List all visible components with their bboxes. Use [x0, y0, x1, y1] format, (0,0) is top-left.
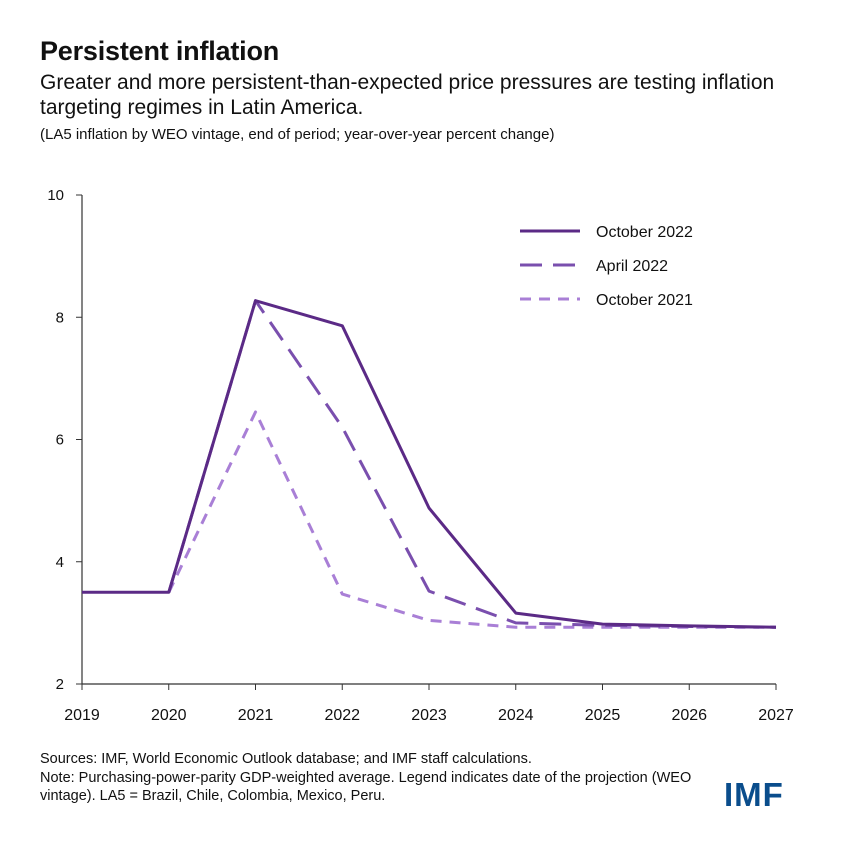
series-line-october-2022 [82, 299, 777, 629]
x-tick-label: 2020 [151, 707, 187, 724]
y-tick-label: 2 [56, 676, 64, 693]
x-tick-label: 2026 [671, 707, 707, 724]
y-tick-label: 6 [56, 432, 64, 449]
footer: Sources: IMF, World Economic Outlook dat… [40, 750, 720, 806]
line-chart: 2 4 6 8 10 2019 2020 2021 2022 2023 2024 2025 2026 20… [47, 187, 794, 724]
x-tick-label: 2022 [324, 707, 360, 724]
y-tick-label: 10 [47, 187, 64, 204]
x-tick-label: 2027 [758, 707, 794, 724]
x-tick-label: 2023 [411, 707, 447, 724]
x-tick-label: 2019 [64, 707, 100, 724]
footnote-text: Note: Purchasing-power-parity GDP-weight… [40, 769, 692, 805]
legend-label: April 2022 [596, 258, 668, 275]
series-line-october-2021 [167, 410, 776, 629]
legend-label: October 2022 [596, 224, 693, 241]
y-tick-label: 4 [56, 554, 64, 571]
x-tick-label: 2024 [498, 707, 534, 724]
x-tick-label: 2025 [585, 707, 621, 724]
chart-title: Persistent inflation [40, 36, 280, 66]
imf-logo: IMF [724, 776, 784, 813]
legend-label: October 2021 [596, 292, 693, 309]
chart-subtitle: Greater and more persistent-than-expecte… [40, 71, 775, 119]
x-tick-label: 2021 [238, 707, 274, 724]
series-line-april-2022 [167, 299, 777, 629]
sources-text: Sources: IMF, World Economic Outlook dat… [40, 751, 532, 767]
y-tick-label: 8 [56, 309, 64, 326]
chart-units-note: (LA5 inflation by WEO vintage, end of pe… [40, 126, 555, 143]
